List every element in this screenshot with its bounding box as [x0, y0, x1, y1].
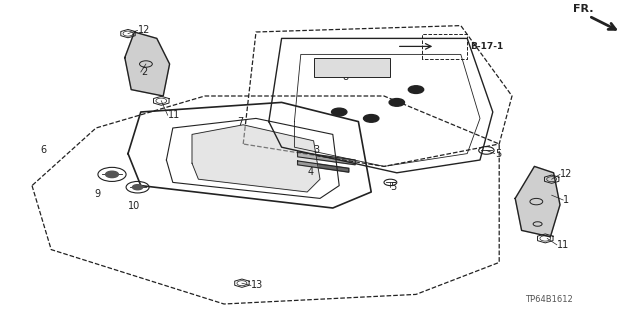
Text: 8: 8: [342, 72, 349, 82]
Text: 11: 11: [557, 240, 569, 250]
Text: 11: 11: [168, 110, 180, 120]
Circle shape: [389, 99, 404, 106]
Text: TP64B1612: TP64B1612: [525, 295, 573, 304]
Polygon shape: [515, 166, 560, 237]
Circle shape: [364, 115, 379, 122]
Text: 7: 7: [237, 116, 243, 127]
Polygon shape: [298, 152, 355, 165]
Text: 1: 1: [563, 195, 570, 205]
Text: 3: 3: [314, 145, 320, 156]
Circle shape: [332, 108, 347, 116]
Polygon shape: [125, 32, 170, 96]
Text: 4: 4: [307, 167, 314, 177]
Text: 5: 5: [495, 148, 501, 159]
Text: 12: 12: [560, 169, 572, 180]
Text: 6: 6: [40, 145, 47, 156]
Bar: [314, 58, 390, 77]
Text: 13: 13: [251, 280, 263, 291]
Text: FR.: FR.: [573, 4, 593, 14]
Text: 10: 10: [128, 201, 140, 212]
Text: 9: 9: [95, 188, 101, 199]
Text: B-17-1: B-17-1: [470, 42, 504, 51]
Circle shape: [132, 185, 143, 190]
Text: 12: 12: [138, 25, 150, 36]
Polygon shape: [192, 125, 320, 192]
Text: 2: 2: [141, 67, 147, 77]
Polygon shape: [298, 161, 349, 172]
Text: 5: 5: [390, 182, 397, 192]
Circle shape: [408, 86, 424, 93]
Circle shape: [106, 171, 118, 178]
